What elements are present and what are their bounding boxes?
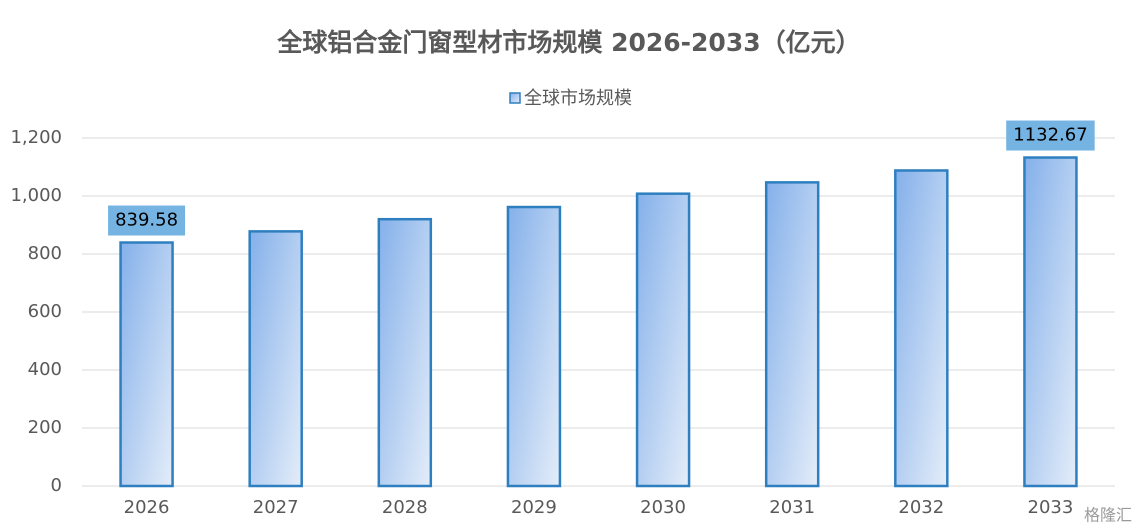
data-label: 1132.67 — [1013, 125, 1087, 146]
data-label: 839.58 — [115, 210, 178, 231]
x-tick-label: 2027 — [253, 497, 299, 518]
watermark: 格隆汇 — [1084, 506, 1132, 525]
y-tick-label: 1,000 — [10, 185, 62, 206]
bar — [894, 169, 949, 488]
x-tick-label: 2029 — [511, 497, 557, 518]
y-tick-label: 0 — [51, 475, 62, 496]
bar — [1023, 156, 1078, 488]
x-tick-label: 2032 — [898, 497, 944, 518]
x-tick-label: 2028 — [382, 497, 428, 518]
bar — [377, 217, 433, 488]
y-tick-label: 800 — [28, 243, 62, 264]
chart-title: 全球铝合金门窗型材市场规模 2026-2033（亿元） — [276, 28, 860, 57]
x-tick-label: 2031 — [769, 497, 815, 518]
y-tick-label: 600 — [28, 301, 62, 322]
bar — [506, 205, 562, 488]
bar — [119, 241, 174, 488]
y-tick-label: 400 — [28, 359, 62, 380]
data-label-box — [1006, 120, 1095, 151]
x-tick-label: 2033 — [1028, 497, 1074, 518]
x-tick-label: 2030 — [640, 497, 686, 518]
bar — [248, 230, 303, 488]
bar — [764, 181, 820, 488]
x-tick-label: 2026 — [124, 497, 170, 518]
y-tick-label: 1,200 — [10, 127, 62, 148]
bar — [635, 192, 691, 488]
legend-label: 全球市场规模 — [524, 88, 632, 109]
y-tick-label: 200 — [28, 417, 62, 438]
legend-swatch — [509, 92, 521, 104]
data-label-box — [108, 205, 186, 236]
